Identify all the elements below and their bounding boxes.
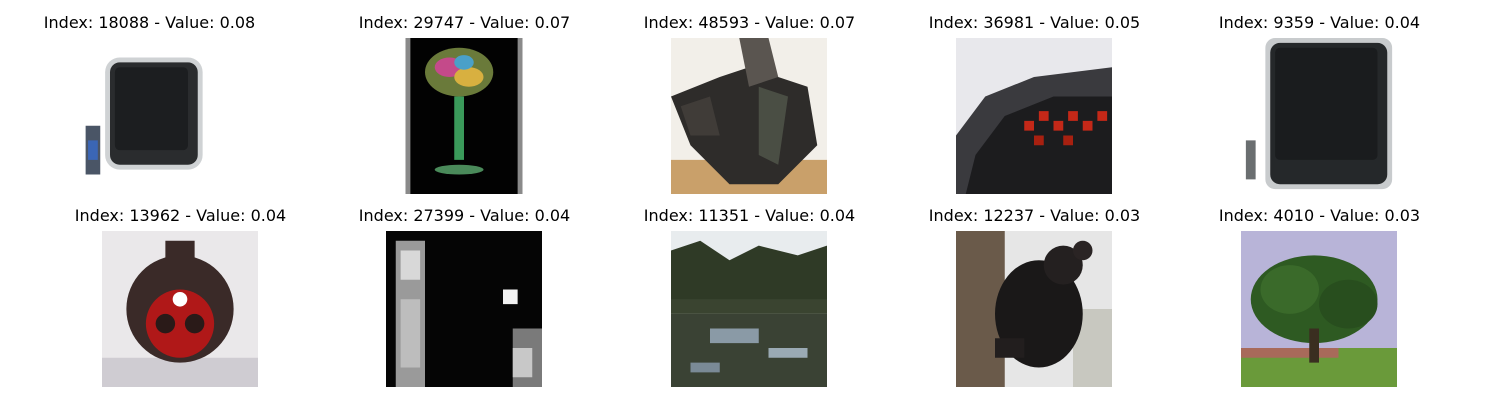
cell-image-tv (71, 38, 227, 194)
grid-cell: Index: 4010 - Value: 0.03 (1177, 205, 1462, 395)
cell-image-alarm-clock (956, 38, 1112, 194)
cell-image-tv (1241, 38, 1397, 194)
cell-title: Index: 48593 - Value: 0.07 (643, 13, 856, 32)
grid-cell: Index: 36981 - Value: 0.05 (892, 12, 1177, 202)
cell-image-bear-cub (956, 231, 1112, 387)
cell-image-glass (386, 38, 542, 194)
cell-title: Index: 18088 - Value: 0.08 (43, 13, 256, 32)
cell-image-lake (671, 231, 827, 387)
cell-image-tree (1241, 231, 1397, 387)
grid-cell: Index: 27399 - Value: 0.04 (322, 205, 607, 395)
cell-image-dark-object (671, 38, 827, 194)
grid-cell: Index: 11351 - Value: 0.04 (607, 205, 892, 395)
cell-image-ladybug (102, 231, 258, 387)
grid-cell: Index: 13962 - Value: 0.04 (38, 205, 323, 395)
grid-cell: Index: 48593 - Value: 0.07 (607, 12, 892, 202)
cell-title: Index: 4010 - Value: 0.03 (1218, 206, 1421, 225)
grid-cell: Index: 12237 - Value: 0.03 (892, 205, 1177, 395)
grid-cell: Index: 9359 - Value: 0.04 (1177, 12, 1462, 202)
grid-cell: Index: 18088 - Value: 0.08 (7, 12, 292, 202)
cell-title: Index: 29747 - Value: 0.07 (358, 13, 571, 32)
grid-cell: Index: 29747 - Value: 0.07 (322, 12, 607, 202)
cell-title: Index: 13962 - Value: 0.04 (74, 206, 287, 225)
cell-title: Index: 11351 - Value: 0.04 (643, 206, 856, 225)
cell-title: Index: 27399 - Value: 0.04 (358, 206, 571, 225)
cell-title: Index: 12237 - Value: 0.03 (928, 206, 1141, 225)
cell-title: Index: 9359 - Value: 0.04 (1218, 13, 1421, 32)
cell-title: Index: 36981 - Value: 0.05 (928, 13, 1141, 32)
cell-image-grayscale-figures (386, 231, 542, 387)
